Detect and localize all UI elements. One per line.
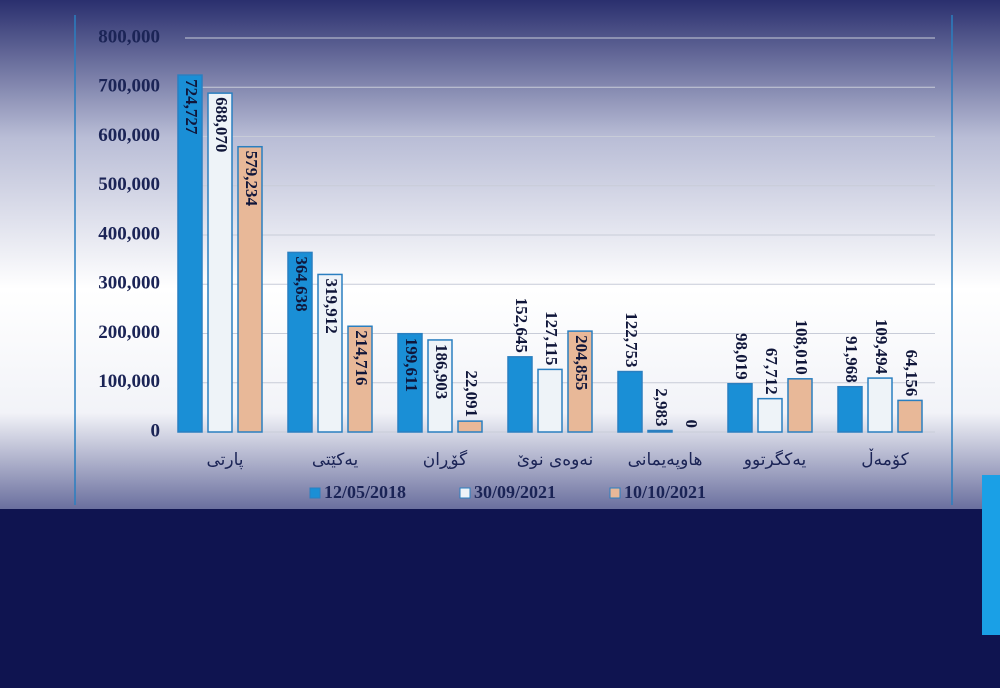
bar (727, 382, 753, 433)
bar (617, 370, 643, 433)
value-label: 67,712 (762, 348, 781, 395)
x-tick-label: گۆڕان (423, 449, 468, 470)
bar (507, 356, 533, 433)
value-label: 199,611 (402, 338, 421, 392)
value-label: 152,645 (512, 298, 531, 353)
bar (287, 251, 313, 433)
value-label: 0 (682, 420, 701, 429)
side-accent (982, 475, 1000, 635)
bar (567, 330, 593, 433)
value-label: 319,912 (322, 278, 341, 333)
value-label: 64,156 (902, 350, 921, 397)
legend-label: 10/10/2021 (624, 482, 706, 502)
value-label: 108,010 (792, 320, 811, 375)
bar (347, 325, 373, 433)
x-tick-label: یەکگرتوو (743, 449, 807, 470)
value-label: 724,727 (182, 79, 201, 135)
value-label: 109,494 (872, 319, 891, 375)
value-label: 91,968 (842, 336, 861, 383)
x-tick-label: هاوپەیمانی (628, 450, 703, 470)
value-label: 122,753 (622, 312, 641, 367)
bar (237, 145, 263, 433)
bar (837, 385, 863, 433)
y-tick-label: 500,000 (98, 174, 160, 195)
bar (757, 397, 783, 433)
value-label: 22,091 (462, 370, 481, 417)
bar (897, 399, 923, 433)
bar (177, 74, 203, 433)
legend-label: 12/05/2018 (324, 482, 406, 502)
x-tick-label: نەوەی نوێ (517, 450, 594, 470)
y-tick-label: 300,000 (98, 273, 160, 294)
bar (457, 420, 483, 433)
x-tick-label: کۆمەڵ (861, 448, 909, 470)
y-tick-label: 400,000 (98, 223, 160, 244)
bar (317, 273, 343, 433)
legend-marker (459, 487, 471, 499)
bar (537, 368, 563, 433)
x-tick-label: یەکێتی (312, 450, 359, 470)
y-tick-label: 100,000 (98, 371, 160, 392)
legend-label: 30/09/2021 (474, 482, 556, 502)
bar (427, 339, 453, 433)
value-label: 364,638 (292, 256, 311, 311)
bar (207, 92, 233, 433)
bar (867, 377, 893, 433)
bar (397, 332, 423, 433)
x-tick-label: پارتی (206, 450, 243, 470)
y-tick-label: 0 (151, 420, 161, 441)
value-label: 204,855 (572, 335, 591, 390)
bar (787, 378, 813, 433)
value-label: 98,019 (732, 333, 751, 380)
value-label: 579,234 (242, 151, 261, 207)
y-tick-label: 200,000 (98, 322, 160, 343)
value-label: 127,115 (542, 311, 561, 365)
legend-marker (609, 487, 621, 499)
value-label: 214,716 (352, 330, 371, 385)
y-tick-label: 600,000 (98, 125, 160, 146)
value-label: 186,903 (432, 344, 451, 399)
y-tick-label: 800,000 (98, 26, 160, 47)
bar (647, 429, 673, 433)
legend-marker (309, 487, 321, 499)
value-label: 2,983 (652, 388, 671, 426)
y-tick-label: 700,000 (98, 76, 160, 97)
value-label: 688,070 (212, 97, 231, 152)
